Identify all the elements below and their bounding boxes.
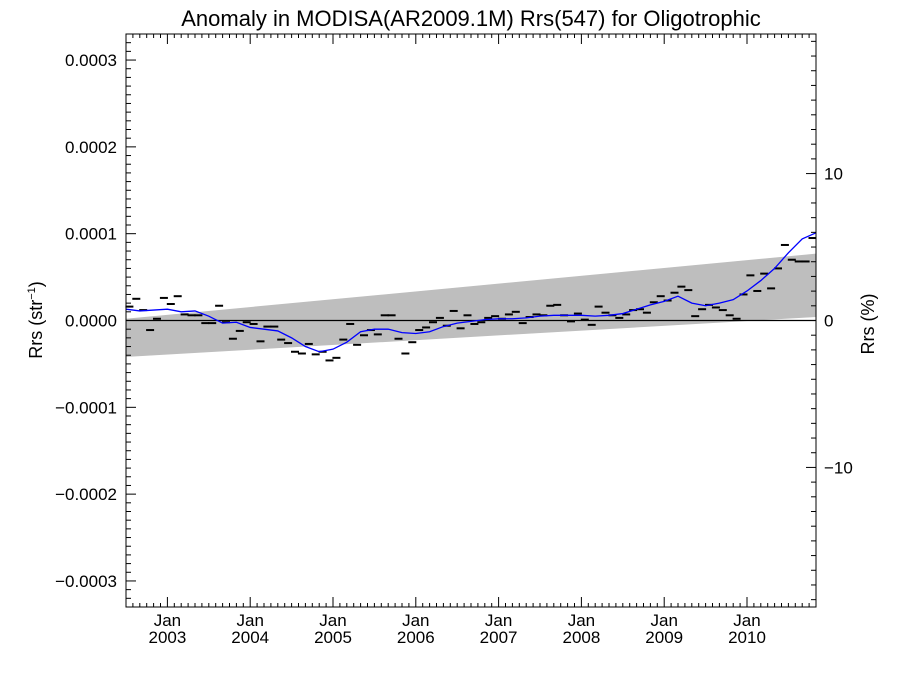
x-tick-year-label: 2006 xyxy=(397,628,435,647)
y-tick-label: 0.0000 xyxy=(65,312,117,331)
y2-tick-label: 0 xyxy=(824,312,833,331)
y-axis-label: Rrs (str−1) xyxy=(26,281,46,359)
y-axis-label-close: ) xyxy=(26,281,46,287)
x-tick-year-label: 2010 xyxy=(728,628,766,647)
x-tick-month-label: Jan xyxy=(154,611,181,630)
x-tick-month-label: Jan xyxy=(733,611,760,630)
y-tick-label: 0.0002 xyxy=(65,138,117,157)
x-tick-month-label: Jan xyxy=(319,611,346,630)
x-tick-year-label: 2005 xyxy=(314,628,352,647)
x-tick-year-label: 2009 xyxy=(645,628,683,647)
y-tick-label: −0.0003 xyxy=(55,572,117,591)
x-tick-month-label: Jan xyxy=(568,611,595,630)
x-tick-month-label: Jan xyxy=(236,611,263,630)
y-tick-label: −0.0001 xyxy=(55,398,117,417)
y-tick-label: 0.0003 xyxy=(65,51,117,70)
x-tick-month-label: Jan xyxy=(485,611,512,630)
y-tick-label: −0.0002 xyxy=(55,485,117,504)
y2-tick-label: 10 xyxy=(824,165,843,184)
y-axis-label-text: Rrs (str xyxy=(26,300,46,359)
x-tick-year-label: 2007 xyxy=(480,628,518,647)
y-axis-label-superscript: −1 xyxy=(26,287,38,300)
x-tick-year-label: 2004 xyxy=(231,628,269,647)
x-tick-month-label: Jan xyxy=(402,611,429,630)
plot-area: 0.0003 0.0002 0.0001 0.0000 −0.0001 −0.0002 −0… xyxy=(55,33,853,647)
running-mean-line xyxy=(125,232,817,353)
uncertainty-band xyxy=(126,253,816,357)
y2-axis-label: Rrs (%) xyxy=(858,294,878,355)
y2-tick-label: −10 xyxy=(824,458,853,477)
y-tick-label: 0.0001 xyxy=(65,225,117,244)
x-tick-year-label: 2008 xyxy=(562,628,600,647)
x-tick-year-label: 2003 xyxy=(148,628,186,647)
x-tick-month-label: Jan xyxy=(650,611,677,630)
chart-title: Anomaly in MODISA(AR2009.1M) Rrs(547) fo… xyxy=(181,6,761,31)
